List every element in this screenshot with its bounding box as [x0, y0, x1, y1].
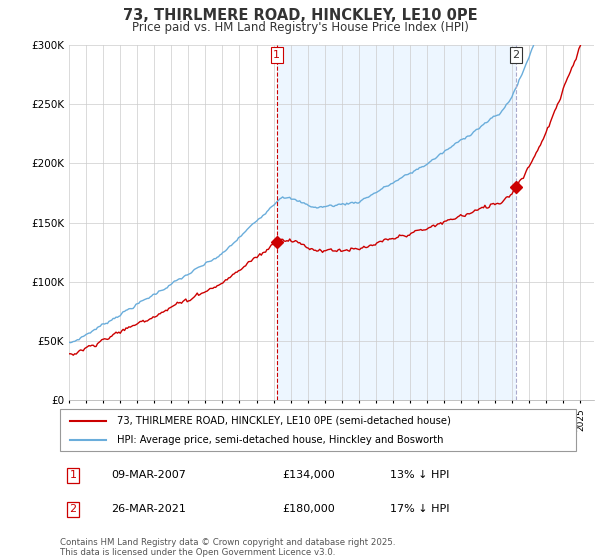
- Text: 2: 2: [512, 50, 520, 60]
- Text: HPI: Average price, semi-detached house, Hinckley and Bosworth: HPI: Average price, semi-detached house,…: [117, 435, 443, 445]
- Text: 2: 2: [70, 505, 76, 515]
- Bar: [277, 45, 516, 400]
- Text: 73, THIRLMERE ROAD, HINCKLEY, LE10 0PE (semi-detached house): 73, THIRLMERE ROAD, HINCKLEY, LE10 0PE (…: [117, 416, 451, 426]
- Text: 17% ↓ HPI: 17% ↓ HPI: [390, 505, 450, 515]
- Text: £180,000: £180,000: [282, 505, 335, 515]
- Text: 26-MAR-2021: 26-MAR-2021: [112, 505, 187, 515]
- Text: 09-MAR-2007: 09-MAR-2007: [112, 470, 187, 480]
- Text: 1: 1: [273, 50, 280, 60]
- Text: Contains HM Land Registry data © Crown copyright and database right 2025.
This d: Contains HM Land Registry data © Crown c…: [60, 538, 395, 557]
- Text: 13% ↓ HPI: 13% ↓ HPI: [390, 470, 449, 480]
- Text: £134,000: £134,000: [282, 470, 335, 480]
- Text: 1: 1: [70, 470, 76, 480]
- Text: 73, THIRLMERE ROAD, HINCKLEY, LE10 0PE: 73, THIRLMERE ROAD, HINCKLEY, LE10 0PE: [122, 8, 478, 24]
- FancyBboxPatch shape: [60, 409, 576, 451]
- Text: Price paid vs. HM Land Registry's House Price Index (HPI): Price paid vs. HM Land Registry's House …: [131, 21, 469, 34]
